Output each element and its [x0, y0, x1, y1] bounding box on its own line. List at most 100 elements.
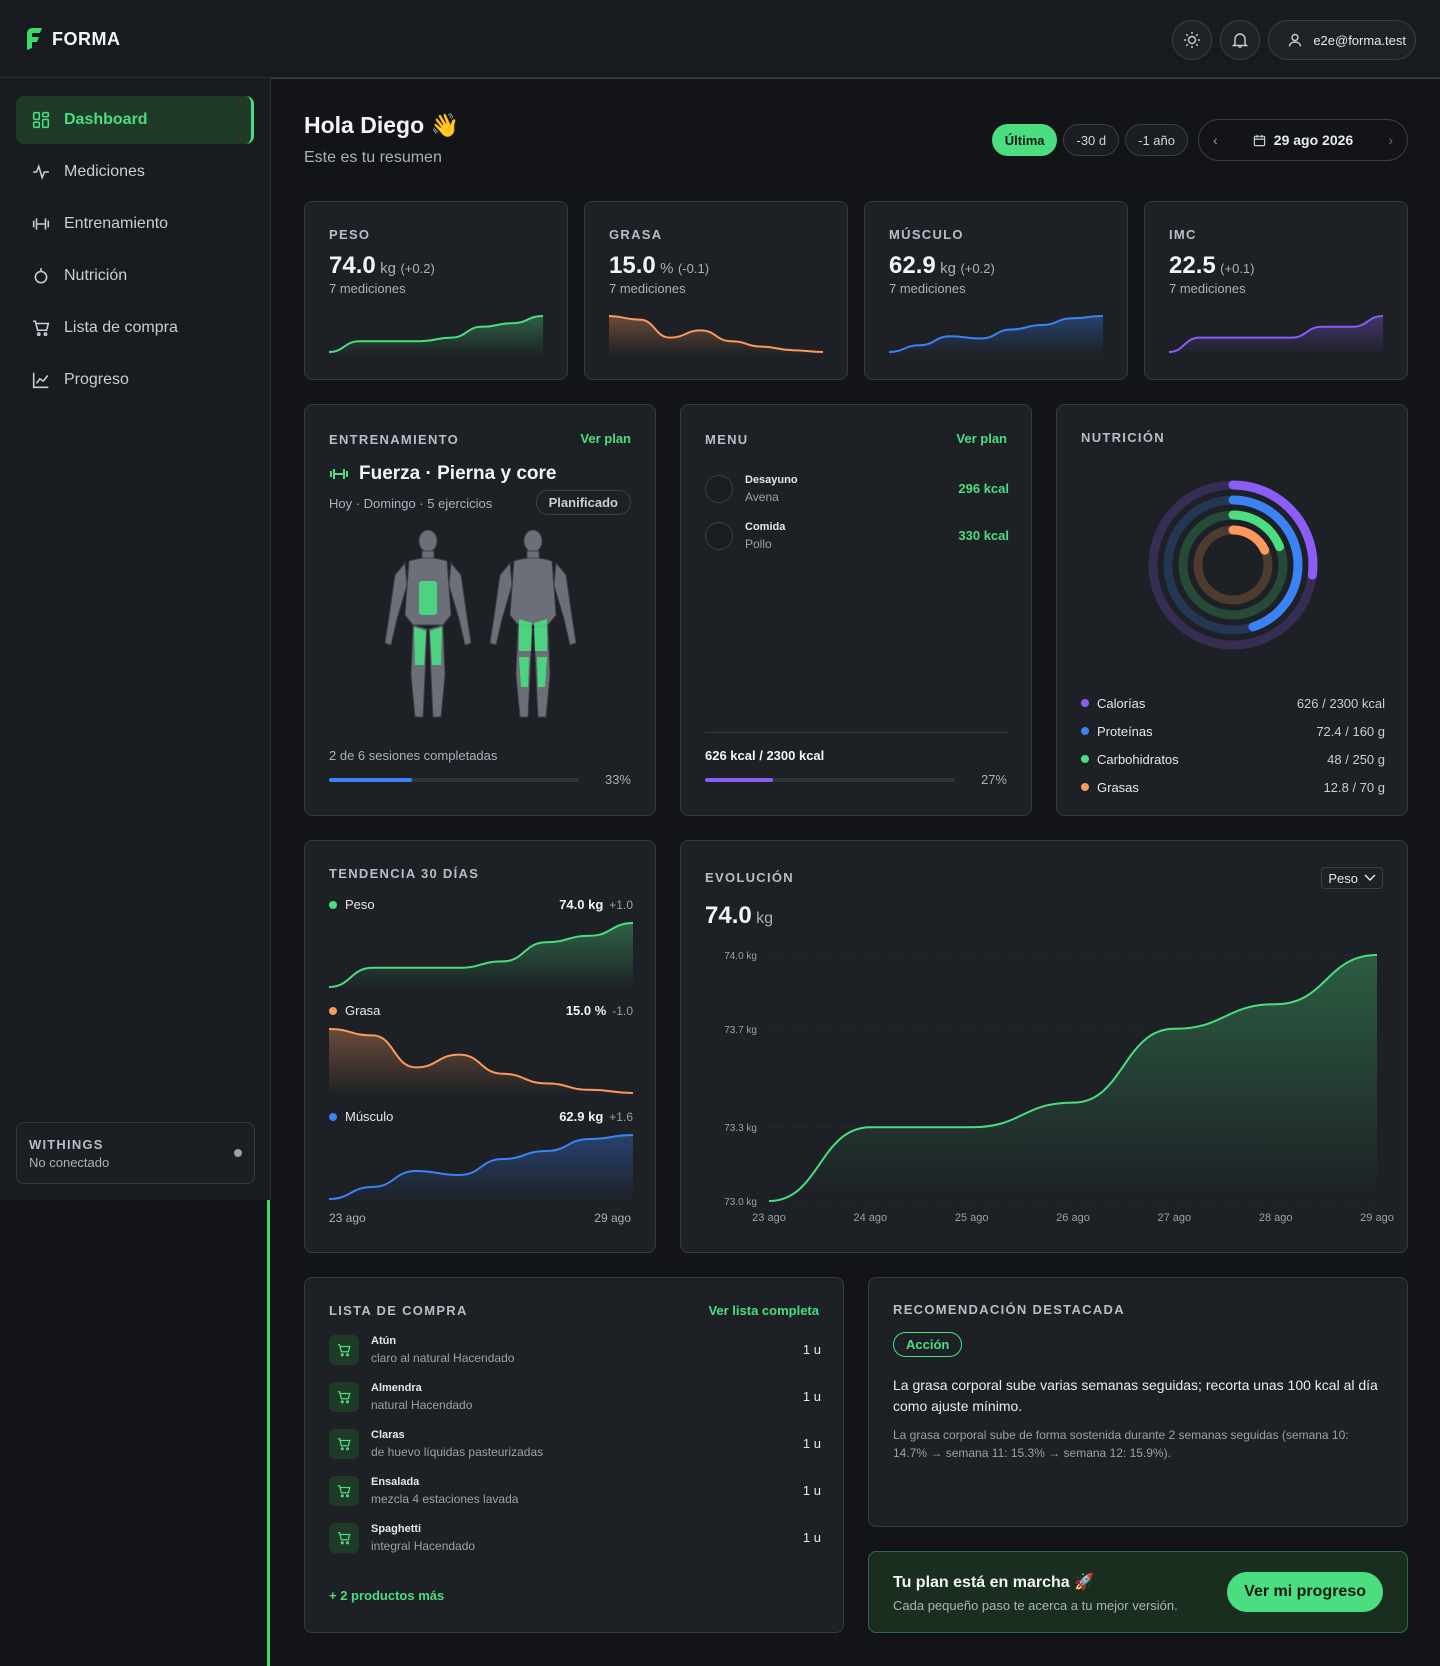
menu-view-plan-link[interactable]: Ver plan — [956, 431, 1007, 446]
x-tick-label: 26 ago — [1056, 1212, 1090, 1224]
shopping-list-item[interactable]: Almendra natural Hacendado 1 u — [329, 1373, 821, 1420]
cart-icon — [329, 1522, 359, 1553]
period-filters: Última -30 d -1 año ‹ 29 ago 2026 › — [991, 119, 1408, 161]
user-menu-button[interactable]: e2e@forma.test — [1268, 20, 1416, 60]
menu-kcal-progress-fill — [705, 778, 773, 782]
page-subtitle: Este es tu resumen — [304, 149, 442, 166]
sidebar-item-entrenamiento[interactable]: Entrenamiento — [16, 200, 254, 248]
trend-series-delta: +1.0 — [609, 897, 633, 912]
trend-sparkline — [329, 1134, 633, 1203]
shopping-list-view-all-link[interactable]: Ver lista completa — [708, 1303, 819, 1318]
sidebar-item-label: Entrenamiento — [64, 215, 169, 232]
cart-icon — [329, 1475, 359, 1506]
sidebar-item-nutricion[interactable]: Nutrición — [16, 252, 254, 300]
chart-line-icon — [32, 372, 49, 389]
sun-icon — [1184, 32, 1201, 48]
cart-icon — [329, 1428, 359, 1459]
sidebar-item-mediciones[interactable]: Mediciones — [16, 148, 254, 196]
nutrient-name: Carbohidratos — [1097, 751, 1179, 767]
shopping-list-item[interactable]: Spaghetti integral Hacendado 1 u — [329, 1514, 821, 1561]
sidebar-item-lista-de-compra[interactable]: Lista de compra — [16, 304, 254, 352]
dumbbell-icon — [32, 218, 50, 230]
stat-card-grasa[interactable]: GRASA 15.0 % (-0.1) 7 mediciones — [584, 201, 848, 380]
nutrition-label: NUTRICIÓN — [1081, 430, 1165, 445]
trend-series-name: Grasa — [345, 1003, 381, 1018]
trend-sparkline-area — [329, 923, 633, 991]
evolution-value: 74.0 — [705, 902, 752, 929]
stat-card-peso[interactable]: PESO 74.0 kg (+0.2) 7 mediciones — [304, 201, 568, 380]
product-name: Ensalada — [371, 1475, 420, 1488]
stat-sparkline-line — [1169, 315, 1383, 353]
legend-dot — [329, 900, 337, 909]
trend-series-value: 74.0 kg — [559, 897, 604, 912]
filter-latest[interactable]: Última — [991, 124, 1058, 156]
nutrition-card: NUTRICIÓN Calorías 626 / 2300 kcal Proteín… — [1056, 404, 1408, 816]
stat-card-musculo[interactable]: MÚSCULO 62.9 kg (+0.2) 7 mediciones — [864, 201, 1128, 380]
recommendation-card: RECOMENDACIÓN DESTACADA Acción La grasa … — [868, 1277, 1408, 1527]
x-tick-label: 27 ago — [1158, 1212, 1192, 1224]
stat-unit: % — [660, 260, 674, 277]
stat-card-imc[interactable]: IMC 22.5 (+0.1) 7 mediciones — [1144, 201, 1408, 380]
shopping-list-card: LISTA DE COMPRA Ver lista completa Atún c… — [304, 1277, 844, 1633]
product-quantity: 1 u — [802, 1342, 821, 1357]
sidebar-item-progreso[interactable]: Progreso — [16, 356, 254, 404]
withings-status[interactable]: WITHINGS No conectado — [16, 1122, 255, 1184]
stat-sparkline-line — [609, 315, 823, 353]
sidebar: Dashboard Mediciones Entrenamiento Nutrició… — [0, 78, 271, 1200]
trend-sparkline-area — [329, 1135, 633, 1203]
shopping-list-item[interactable]: Claras de huevo líquidas pasteurizadas 1 … — [329, 1420, 821, 1467]
y-tick-label: 74.0 kg — [724, 951, 757, 962]
filter-1-year[interactable]: -1 año — [1125, 124, 1188, 156]
date-picker[interactable]: ‹ 29 ago 2026 › — [1198, 119, 1408, 161]
menu-item[interactable]: Desayuno Avena 296 kcal — [705, 465, 1009, 512]
x-tick-label: 24 ago — [854, 1212, 888, 1224]
evolution-label: EVOLUCIÓN — [705, 870, 794, 885]
metric-select[interactable]: Peso — [1321, 867, 1383, 889]
ring-carbohidratos — [1178, 510, 1288, 620]
cart-icon — [33, 320, 50, 337]
stat-unit: kg — [380, 260, 397, 277]
stat-count: 7 mediciones — [329, 281, 406, 296]
shopping-list-item[interactable]: Atún claro al natural Hacendado 1 u — [329, 1326, 821, 1373]
theme-toggle-button[interactable] — [1172, 20, 1213, 60]
stat-sparkline — [1169, 315, 1383, 356]
meal-thumbnail — [705, 521, 733, 550]
chevron-right-icon[interactable]: › — [1388, 132, 1393, 148]
chevron-left-icon[interactable]: ‹ — [1213, 132, 1218, 148]
cart-icon — [329, 1334, 359, 1365]
grid-icon — [32, 111, 50, 129]
training-card: ENTRENAMIENTO Ver plan Fuerza · Pierna y… — [304, 404, 656, 816]
shopping-list-item[interactable]: Ensalada mezcla 4 estaciones lavada 1 u — [329, 1467, 821, 1514]
evolution-line — [768, 954, 1378, 1202]
notifications-button[interactable] — [1220, 20, 1261, 60]
meal-kcal: 296 kcal — [958, 481, 1009, 496]
meal-kcal: 330 kcal — [958, 528, 1009, 543]
stat-sparkline-area — [329, 316, 543, 356]
stat-delta: (+0.2) — [400, 261, 435, 276]
trend-series-header: Peso 74.0 kg +1.0 — [329, 897, 633, 912]
filter-30-days[interactable]: -30 d — [1063, 124, 1120, 156]
stat-label: PESO — [329, 227, 371, 242]
sidebar-item-dashboard[interactable]: Dashboard — [16, 96, 254, 144]
trend-sparkline-line — [329, 922, 633, 988]
cart-icon — [329, 1381, 359, 1412]
stat-label: IMC — [1169, 227, 1197, 242]
y-tick-label: 73.7 kg — [724, 1025, 757, 1036]
stat-label: MÚSCULO — [889, 227, 964, 242]
product-name: Almendra — [371, 1381, 422, 1394]
nutrient-value: 48 / 250 g — [1327, 751, 1385, 767]
stat-value: 22.5 — [1169, 252, 1216, 279]
training-label: ENTRENAMIENTO — [329, 432, 460, 447]
logo[interactable]: FORMA — [24, 26, 121, 52]
menu-item[interactable]: Comida Pollo 330 kcal — [705, 512, 1009, 559]
legend-dot — [329, 1112, 337, 1121]
product-quantity: 1 u — [802, 1483, 821, 1498]
shopping-list-more-link[interactable]: + 2 productos más — [329, 1588, 445, 1603]
trend-x-end: 29 ago — [594, 1211, 631, 1225]
selected-date: 29 ago 2026 — [1273, 132, 1354, 148]
trend-series-delta: -1.0 — [612, 1003, 633, 1018]
trend-sparkline-area — [329, 1029, 633, 1097]
training-view-plan-link[interactable]: Ver plan — [580, 431, 631, 446]
menu-card: MENU Ver plan Desayuno Avena 296 kcal Com… — [680, 404, 1032, 816]
view-progress-button[interactable]: Ver mi progreso — [1227, 1572, 1383, 1612]
